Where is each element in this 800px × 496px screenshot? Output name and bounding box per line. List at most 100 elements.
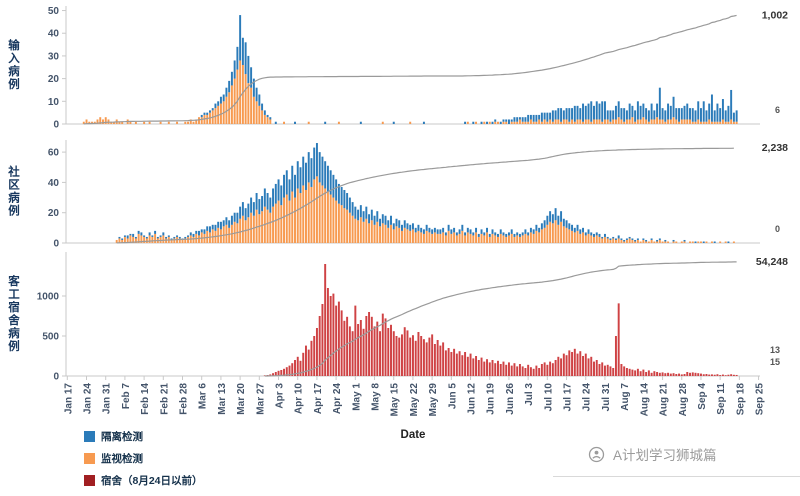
legend-swatch-red [84,475,95,486]
x-tick-label: Jul 17 [563,383,574,412]
y-tick-label: 0 [53,372,59,383]
x-tick-label: Aug 21 [659,383,670,417]
x-tick-label: Jan 24 [83,383,94,415]
legend-item-surveillance-detection[interactable]: 监视检测 [84,451,203,466]
x-tick-label: Feb 28 [179,383,190,415]
y-tick-label: 0 [53,239,59,250]
dormitory-cases-bars[interactable] [263,264,738,376]
x-tick-label: Sep 18 [735,383,746,416]
legend-swatch-orange [84,453,95,464]
imported-cases-bars[interactable] [82,15,738,124]
y-tick-label: 0 [53,120,59,131]
x-tick-label: Aug 14 [639,383,650,417]
svg-text:宿: 宿 [8,300,20,314]
dormitory-cases-latest-value: 15 [770,357,780,367]
svg-text:客: 客 [7,274,20,288]
community-cases-cumulative-line [116,147,734,244]
x-tick-label: Mar 6 [198,383,209,410]
x-tick-label: Apr 10 [294,383,305,415]
svg-text:工: 工 [8,288,20,301]
imported-cases-cumulative-line [83,14,737,125]
x-tick-label: Apr 3 [275,383,286,409]
x-tick-label: May 15 [390,383,401,417]
y-tick-label: 50 [48,6,60,17]
svg-text:舍: 舍 [7,313,20,327]
x-tick-label: Apr 17 [313,383,324,415]
svg-text:例: 例 [8,77,20,91]
y-tick-label: 20 [48,208,60,219]
svg-text:入: 入 [8,52,20,65]
y-tick-label: 1000 [37,292,60,303]
wechat-footer: A计划学习狮城篇 [588,444,717,464]
x-tick-label: Jan 17 [63,383,74,415]
x-tick-label: Jul 3 [524,383,535,406]
svg-text:输: 输 [8,38,20,52]
x-tick-label: Jun 19 [486,383,497,415]
y-tick-label: 500 [42,332,59,343]
legend-item-quarantine-detection[interactable]: 隔离检测 [84,429,203,444]
x-axis-title: Date [401,429,426,441]
x-tick-label: May 22 [409,383,420,417]
x-tick-label: May 1 [351,383,362,411]
imported-cases-cumulative-total: 1,002 [762,9,788,21]
community-cases-cumulative-total: 2,238 [762,142,788,154]
dormitory-cases-cumulative-line [264,261,737,377]
x-tick-label: Feb 7 [121,383,132,410]
legend-label: 宿舍（8月24日以前） [101,475,203,487]
dormitory-cases-cumulative-total: 54,248 [756,256,788,268]
dormitory-cases-latest-value: 13 [770,345,780,355]
x-tick-label: Jan 31 [102,383,113,415]
svg-text:病: 病 [8,191,20,205]
wechat-official-account-icon [588,446,605,462]
x-tick-label: Feb 14 [140,383,151,415]
legend-swatch-blue [84,431,95,442]
x-tick-label: Mar 20 [236,383,247,415]
y-tick-label: 10 [48,97,60,108]
y-tick-label: 60 [48,148,60,159]
community-cases-bars[interactable] [115,143,735,243]
legend-item-dormitory[interactable]: 宿舍（8月24日以前） [84,473,203,488]
x-tick-label: Jun 26 [505,383,516,415]
x-tick-label: Apr 24 [332,383,343,415]
community-cases-latest-value: 0 [775,224,780,234]
svg-text:病: 病 [8,326,20,340]
x-tick-label: Mar 13 [217,383,228,415]
y-tick-label: 20 [48,74,60,85]
y-tick-label: 40 [48,178,60,189]
x-tick-label: Jun 12 [467,383,478,415]
svg-text:区: 区 [8,179,20,192]
x-tick-label: May 8 [371,383,382,411]
x-tick-label: Jul 10 [543,383,554,412]
x-tick-label: Sep 25 [755,383,766,416]
y-tick-label: 30 [48,51,60,62]
x-tick-label: Aug 28 [678,383,689,417]
x-tick-label: Jul 31 [601,383,612,412]
imported-cases-latest-value: 6 [775,105,780,115]
svg-text:例: 例 [8,204,20,218]
x-tick-label: Feb 21 [159,383,170,415]
x-tick-label: Sep 4 [697,383,708,410]
x-tick-label: Aug 7 [620,383,631,411]
x-tick-label: May 29 [428,383,439,417]
x-tick-label: Sep 11 [716,383,727,415]
x-axis: Jan 17 Jan 24 Jan 31 Feb 7 Feb 14 Feb 21 Feb 2… [63,376,766,441]
x-tick-label: Jun 5 [447,383,458,410]
chart-legend: 隔离检测 监视检测 宿舍（8月24日以前） [84,429,203,495]
divider-line [553,476,800,477]
legend-label: 监视检测 [101,453,143,465]
svg-text:病: 病 [8,64,20,78]
legend-label: 隔离检测 [101,431,143,443]
y-tick-label: 40 [48,29,60,40]
x-tick-label: Mar 27 [255,383,266,415]
svg-text:例: 例 [8,339,20,353]
svg-text:社: 社 [7,165,20,179]
wechat-account-name: A计划学习狮城篇 [613,448,717,463]
